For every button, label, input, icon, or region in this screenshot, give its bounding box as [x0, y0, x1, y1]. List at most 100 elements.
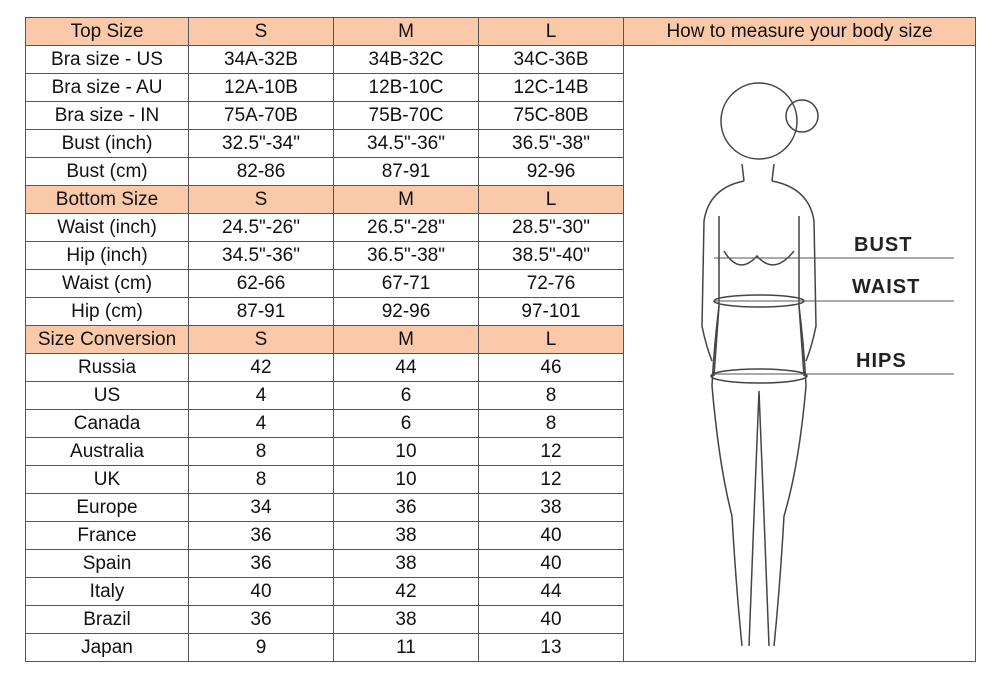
size-value: 38.5"-40" — [478, 241, 624, 270]
size-value: 46 — [478, 353, 624, 382]
size-value: 67-71 — [333, 269, 479, 298]
table-row: US 4 6 8 — [25, 381, 976, 410]
size-value: 36 — [188, 521, 334, 550]
waist-label: WAIST — [852, 276, 921, 298]
size-value: 8 — [478, 409, 624, 438]
size-value: 87-91 — [188, 297, 334, 326]
size-value: 36 — [333, 493, 479, 522]
size-value: 36 — [188, 549, 334, 578]
row-label: Hip (inch) — [25, 241, 189, 270]
size-value: 36 — [188, 605, 334, 634]
size-value: 44 — [333, 353, 479, 382]
table-row: Waist (cm) 62-66 67-71 72-76 — [25, 269, 976, 298]
row-label: Europe — [25, 493, 189, 522]
size-header: L — [478, 185, 624, 214]
size-header: M — [333, 185, 479, 214]
size-value: 40 — [478, 549, 624, 578]
size-chart-table: Top Size S M L How to measure your body size… — [25, 17, 976, 662]
size-value: 97-101 — [478, 297, 624, 326]
size-value: 13 — [478, 633, 624, 662]
size-value: 10 — [333, 465, 479, 494]
table-row: Bra size - IN 75A-70B 75B-70C 75C-80B — [25, 101, 976, 130]
hips-label: HIPS — [856, 350, 907, 372]
size-value: 4 — [188, 381, 334, 410]
section-header-row: Top Size S M L How to measure your body size — [25, 17, 976, 46]
row-label: France — [25, 521, 189, 550]
size-value: 38 — [478, 493, 624, 522]
row-label: Bra size - IN — [25, 101, 189, 130]
measure-title: How to measure your body size — [623, 17, 976, 46]
size-value: 28.5"-30" — [478, 213, 624, 242]
body-figure-illustration — [701, 82, 954, 647]
size-value: 10 — [333, 437, 479, 466]
table-row: Russia 42 44 46 — [25, 353, 976, 382]
size-value: 42 — [188, 353, 334, 382]
bust-label: BUST — [854, 234, 913, 256]
table-row: Bust (cm) 82-86 87-91 92-96 — [25, 157, 976, 186]
row-label: US — [25, 381, 189, 410]
table-row: Brazil 36 38 40 — [25, 605, 976, 634]
size-value: 12B-10C — [333, 73, 479, 102]
size-value: 24.5"-26" — [188, 213, 334, 242]
section-header-row: Size Conversion S M L — [25, 325, 976, 354]
size-value: 34 — [188, 493, 334, 522]
size-value: 72-76 — [478, 269, 624, 298]
table-row: Hip (cm) 87-91 92-96 97-101 — [25, 297, 976, 326]
row-label: Spain — [25, 549, 189, 578]
section-title: Top Size — [25, 17, 189, 46]
size-value: 6 — [333, 381, 479, 410]
size-value: 36.5"-38" — [478, 129, 624, 158]
size-value: 6 — [333, 409, 479, 438]
size-value: 75A-70B — [188, 101, 334, 130]
size-value: 32.5"-34" — [188, 129, 334, 158]
size-value: 34C-36B — [478, 45, 624, 74]
size-value: 92-96 — [333, 297, 479, 326]
table-row: UK 8 10 12 — [25, 465, 976, 494]
row-label: Canada — [25, 409, 189, 438]
row-label: Russia — [25, 353, 189, 382]
size-value: 8 — [188, 437, 334, 466]
size-header: M — [333, 17, 479, 46]
size-value: 38 — [333, 521, 479, 550]
size-value: 8 — [188, 465, 334, 494]
size-value: 38 — [333, 549, 479, 578]
size-value: 92-96 — [478, 157, 624, 186]
section-title: Bottom Size — [25, 185, 189, 214]
head-shape — [720, 82, 798, 160]
row-label: Australia — [25, 437, 189, 466]
row-label: Bust (cm) — [25, 157, 189, 186]
size-value: 12A-10B — [188, 73, 334, 102]
size-value: 8 — [478, 381, 624, 410]
size-value: 42 — [333, 577, 479, 606]
size-value: 12C-14B — [478, 73, 624, 102]
size-header: S — [188, 17, 334, 46]
row-label: Japan — [25, 633, 189, 662]
row-label: Brazil — [25, 605, 189, 634]
size-value: 12 — [478, 465, 624, 494]
size-value: 36.5"-38" — [333, 241, 479, 270]
size-value: 9 — [188, 633, 334, 662]
size-header: S — [188, 325, 334, 354]
size-value: 40 — [478, 521, 624, 550]
size-value: 87-91 — [333, 157, 479, 186]
table-row: Spain 36 38 40 — [25, 549, 976, 578]
body-measure-figure: BUST WAIST HIPS — [623, 45, 976, 662]
row-label: Bra size - US — [25, 45, 189, 74]
size-value: 40 — [188, 577, 334, 606]
row-label: Waist (inch) — [25, 213, 189, 242]
table-row: France 36 38 40 — [25, 521, 976, 550]
size-header: L — [478, 17, 624, 46]
section-header-row: Bottom Size S M L — [25, 185, 976, 214]
row-label: Bust (inch) — [25, 129, 189, 158]
section-title: Size Conversion — [25, 325, 189, 354]
table-row: Italy 40 42 44 — [25, 577, 976, 606]
table-row: Japan 9 11 13 — [25, 633, 976, 662]
size-value: 62-66 — [188, 269, 334, 298]
size-value: 12 — [478, 437, 624, 466]
size-value: 44 — [478, 577, 624, 606]
row-label: Hip (cm) — [25, 297, 189, 326]
table-row: Bust (inch) 32.5"-34" 34.5"-36" 36.5"-38" — [25, 129, 976, 158]
row-label: Italy — [25, 577, 189, 606]
size-header: S — [188, 185, 334, 214]
size-value: 34B-32C — [333, 45, 479, 74]
